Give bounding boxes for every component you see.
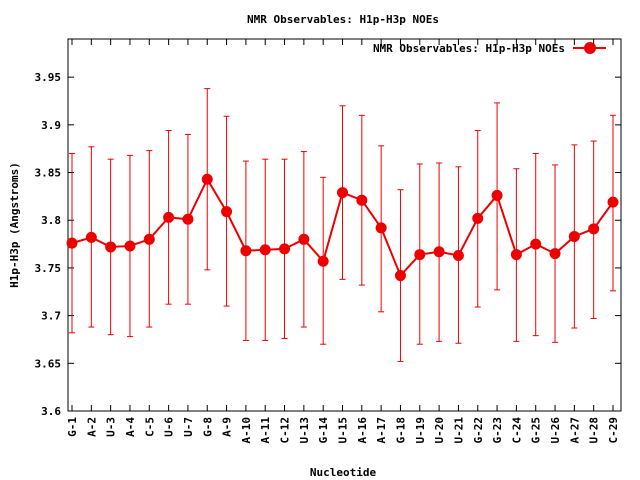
x-tick-label: A-4: [124, 417, 137, 437]
data-point: [124, 240, 136, 252]
data-point: [105, 241, 117, 253]
data-point: [201, 173, 213, 185]
data-point: [356, 194, 368, 206]
x-tick-label: C-12: [279, 417, 292, 444]
y-tick-label: 3.9: [41, 119, 61, 132]
data-point: [143, 233, 155, 245]
x-tick-label: U-26: [549, 417, 562, 444]
data-point: [588, 223, 600, 235]
y-tick-label: 3.6: [41, 405, 61, 418]
data-point: [491, 189, 503, 201]
data-point: [472, 212, 484, 224]
x-axis: G-1 A-2 U-3 A-4 C-5 U-6 U-7 G-8 A-9 A-10 A-11 C-12 U…: [66, 39, 620, 444]
data-point: [607, 196, 619, 208]
data-point: [568, 230, 580, 242]
x-tick-label: U-15: [337, 417, 350, 444]
x-tick-label: G-1: [66, 417, 79, 437]
data-point: [433, 246, 445, 258]
y-tick-label: 3.8: [41, 214, 61, 227]
data-point: [549, 248, 561, 260]
error-bars: [69, 88, 616, 362]
plot-area: [67, 38, 622, 412]
data-point: [66, 237, 78, 249]
x-tick-label: A-10: [240, 417, 253, 444]
y-tick-label: 3.75: [35, 262, 62, 275]
x-tick-label: A-16: [356, 417, 369, 444]
x-tick-label: A-27: [568, 417, 581, 444]
x-tick-label: C-5: [143, 417, 156, 437]
x-tick-label: U-7: [182, 417, 195, 437]
x-tick-label: U-6: [163, 417, 176, 437]
x-tick-label: U-28: [588, 417, 601, 444]
data-point: [375, 222, 387, 234]
data-point: [452, 250, 464, 262]
y-tick-label: 3.7: [41, 310, 61, 323]
x-tick-label: G-14: [317, 417, 330, 444]
data-point: [279, 243, 291, 255]
legend-marker: [584, 42, 596, 54]
data-point: [259, 244, 271, 256]
y-tick-label: 3.95: [35, 71, 62, 84]
x-tick-label: C-24: [510, 417, 523, 444]
x-tick-label: G-18: [394, 417, 407, 444]
x-tick-label: U-20: [433, 417, 446, 444]
y-axis-label: H1p-H3p (Angstroms): [8, 162, 21, 288]
chart-title: NMR Observables: H1p-H3p NOEs: [247, 13, 439, 26]
x-tick-label: G-8: [201, 417, 214, 437]
y-tick-label: 3.65: [35, 357, 62, 370]
y-tick-label: 3.85: [35, 167, 62, 180]
data-point: [414, 249, 426, 261]
x-tick-label: A-2: [85, 417, 98, 437]
legend-label: NMR Observables: H1p-H3p NOEs: [373, 42, 565, 55]
data-point: [510, 249, 522, 261]
data-point: [394, 270, 406, 282]
data-point: [298, 233, 310, 245]
x-tick-label: U-19: [414, 417, 427, 444]
y-axis: 3.6 3.65 3.7 3.75 3.8 3.85 3.9 3.95: [35, 71, 621, 418]
data-point: [182, 213, 194, 225]
x-tick-label: A-11: [259, 417, 272, 444]
x-tick-label: A-17: [375, 417, 388, 444]
x-tick-label: U-13: [298, 417, 311, 444]
data-point: [221, 206, 233, 218]
data-point: [85, 231, 97, 243]
plot-border: [67, 38, 622, 412]
x-tick-label: G-25: [530, 417, 543, 444]
data-points: [66, 173, 619, 282]
x-tick-label: U-21: [452, 417, 465, 444]
x-tick-label: U-3: [105, 417, 118, 437]
x-tick-label: C-29: [607, 417, 620, 444]
x-tick-label: G-22: [472, 417, 485, 444]
data-point: [240, 245, 252, 257]
x-tick-label: G-23: [491, 417, 504, 444]
data-point: [317, 255, 329, 267]
legend: NMR Observables: H1p-H3p NOEs: [373, 42, 606, 55]
data-point: [337, 187, 348, 199]
data-point: [163, 211, 175, 223]
x-axis-label: Nucleotide: [310, 466, 377, 479]
data-point: [530, 238, 542, 250]
x-tick-label: A-9: [221, 417, 234, 437]
